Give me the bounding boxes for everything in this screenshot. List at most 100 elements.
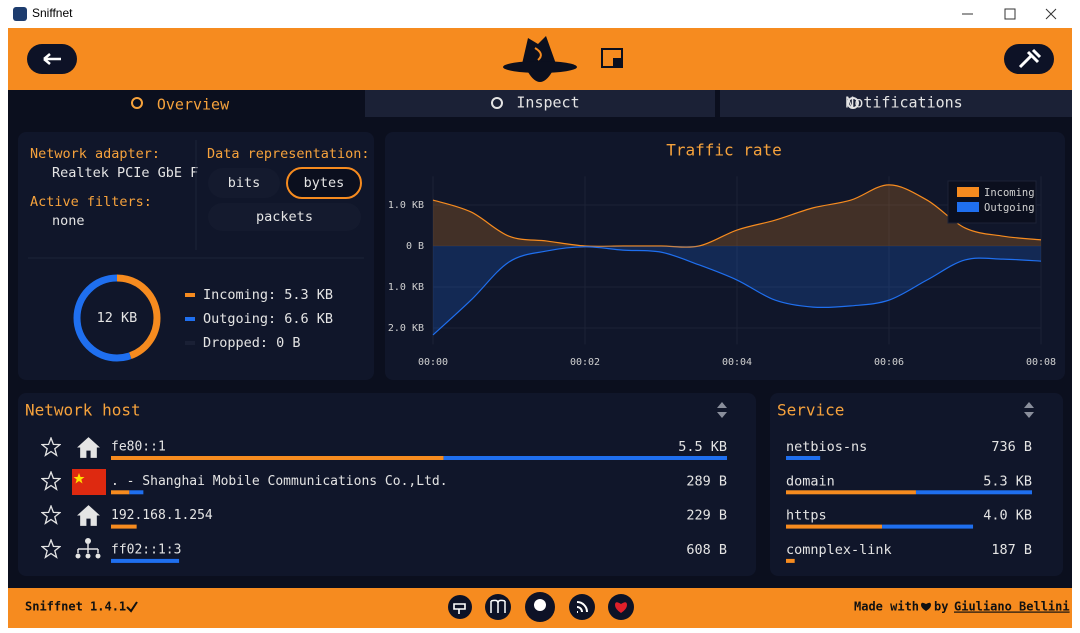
incoming-bar [786, 558, 795, 563]
up-to-date-icon [126, 601, 138, 613]
incoming-bar [111, 524, 137, 529]
entry-traffic: 4.0 KB [983, 508, 1032, 524]
entry-name[interactable]: https [786, 508, 827, 524]
entry-traffic: 736 B [991, 439, 1032, 455]
x-tick-label: 00:08 [1026, 357, 1056, 368]
outgoing-bar [111, 558, 180, 563]
entry-traffic: 608 B [686, 542, 727, 558]
outgoing-bar [129, 490, 144, 495]
expand-icon[interactable] [601, 48, 623, 68]
outgoing-bar [786, 456, 821, 460]
entry-name[interactable]: fe80::1 [111, 440, 166, 455]
github-icon [534, 599, 546, 611]
settings-icon [1018, 48, 1042, 69]
series-line [432, 246, 1042, 336]
paint-icon [453, 603, 466, 614]
filters-value: none [52, 213, 85, 229]
adapter-label: Network adapter: [30, 146, 160, 162]
book-icon [490, 599, 506, 613]
incoming-bar [111, 456, 444, 460]
entry-traffic: 5.5 KB [678, 439, 727, 455]
x-tick-label: 00:02 [570, 357, 600, 368]
tab-icon [491, 97, 503, 109]
y-tick-label: 0 B [406, 241, 424, 252]
x-tick-label: 00:04 [722, 357, 752, 368]
made-with: Made with [854, 600, 919, 614]
version: Sniffnet 1.4.1 [25, 600, 126, 614]
legend-swatch [185, 341, 195, 345]
tab[interactable] [365, 90, 715, 117]
legend-label: Dropped: 0 B [203, 335, 301, 351]
representation-label: bits [228, 175, 261, 191]
data-representation-label: Data representation: [207, 146, 370, 162]
filters-label: Active filters: [30, 194, 152, 210]
series-line [432, 184, 1042, 248]
rss-icon [576, 601, 588, 613]
tab-icon [847, 97, 859, 109]
representation-label: bytes [304, 175, 345, 191]
footer-links [448, 592, 634, 622]
by: by [934, 600, 948, 614]
entry-name[interactable]: netbios-ns [786, 439, 867, 455]
back-arrow [43, 53, 61, 65]
wiki-link[interactable] [448, 595, 472, 619]
multicast-icon [75, 538, 101, 559]
entry-name[interactable]: . - Shanghai Mobile Communications Co.,L… [111, 474, 448, 489]
window-title: Sniffnet [32, 6, 73, 20]
outgoing-bar [443, 456, 727, 460]
logo [503, 36, 577, 82]
donut-segment [73, 274, 161, 362]
legend-label: Outgoing: 6.6 KB [203, 311, 333, 327]
author-link[interactable]: Giuliano Bellini [954, 600, 1070, 614]
entry-traffic: 187 B [991, 542, 1032, 558]
overview-panel [18, 132, 374, 380]
entry-name[interactable]: comnplex-link [786, 542, 892, 558]
entry-name[interactable]: domain [786, 473, 835, 489]
representation-button[interactable] [286, 167, 362, 199]
tab-label: Inspect [516, 94, 579, 112]
tab[interactable] [720, 90, 1072, 117]
donut-center-label: 12 KB [97, 310, 138, 326]
adapter-value: Realtek PCIe GbE F [52, 165, 198, 181]
tab[interactable] [8, 90, 362, 117]
x-tick-label: 00:06 [874, 357, 904, 368]
legend-swatch [185, 293, 195, 297]
host-panel [18, 393, 756, 576]
outgoing-bar [915, 490, 1032, 495]
host-title: Network host [25, 401, 141, 420]
y-tick-label: 1.0 KB [388, 200, 424, 211]
entry-name[interactable]: 192.168.1.254 [111, 508, 213, 523]
legend-label: Outgoing [984, 202, 1035, 214]
app-icon [13, 7, 27, 21]
tab-label: Overview [157, 96, 230, 114]
entry-traffic: 5.3 KB [983, 473, 1032, 489]
legend-swatch [957, 187, 979, 197]
chart-panel [385, 132, 1065, 380]
tab-icon [131, 97, 143, 109]
representation-button[interactable] [208, 203, 361, 231]
y-tick-label: 2.0 KB [388, 323, 424, 334]
representation-button[interactable] [208, 168, 280, 198]
chart-title: Traffic rate [666, 141, 782, 160]
outgoing-bar [882, 524, 974, 529]
entry-name[interactable]: ff02::1:3 [111, 542, 181, 557]
service-title: Service [777, 401, 844, 420]
service-panel [770, 393, 1063, 576]
heart-icon [615, 602, 627, 613]
sort-icon[interactable] [1024, 402, 1034, 418]
title-bar [0, 0, 1080, 28]
heart-icon [921, 602, 931, 611]
legend-swatch [957, 202, 979, 212]
representation-label: packets [256, 209, 313, 225]
x-tick-label: 00:00 [418, 357, 448, 368]
series-area [433, 184, 1041, 248]
incoming-bar [786, 490, 916, 495]
sort-icon[interactable] [717, 402, 727, 418]
tab-label: Notifications [845, 94, 962, 112]
maximize-button[interactable] [1004, 8, 1016, 20]
china-flag [72, 469, 106, 495]
close-button[interactable] [1045, 8, 1057, 20]
news-link[interactable] [569, 594, 595, 620]
